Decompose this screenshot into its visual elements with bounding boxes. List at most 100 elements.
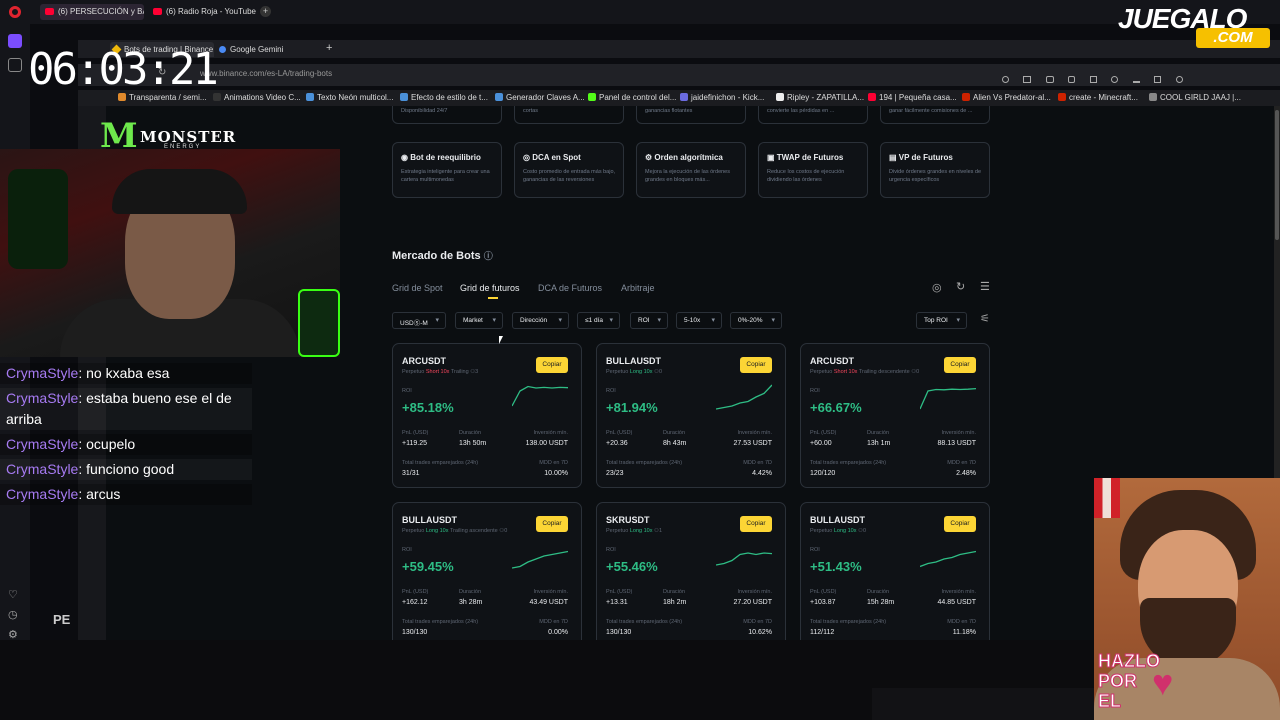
bookmark-item[interactable]: Panel de control del... — [588, 93, 676, 102]
bookmark-item[interactable]: Generador Claves A... — [495, 93, 585, 102]
strategy-card-vp[interactable]: ▤ VP de Futuros Divide órdenes grandes e… — [880, 142, 990, 198]
new-tab-button[interactable]: + — [260, 6, 271, 17]
roi-sparkline — [512, 385, 568, 407]
strategy-desc: Mejora la ejecución de las órdenes grand… — [645, 169, 730, 183]
strategy-card-partial[interactable]: Disponibilidad 24/7 — [392, 106, 502, 124]
copy-button[interactable]: Copiar — [536, 357, 568, 373]
filter-roi-range[interactable]: 0%-20% — [730, 312, 782, 329]
filter-direction[interactable]: Dirección — [512, 312, 569, 329]
download-icon[interactable] — [1132, 76, 1140, 83]
strategy-title-text: VP de Futuros — [898, 153, 953, 162]
search-icon[interactable] — [1002, 76, 1009, 83]
history-icon[interactable]: ◷ — [8, 609, 18, 621]
bookmark-label: Texto Neón multicol... — [317, 93, 394, 102]
page-scrollbar[interactable] — [1274, 106, 1280, 640]
list-icon[interactable]: ☰ — [980, 281, 990, 293]
strategy-card-algo-order[interactable]: ⚙ Orden algorítmica Mejora la ejecución … — [636, 142, 746, 198]
menu-icon[interactable] — [1154, 76, 1162, 83]
tab-dca-futures[interactable]: DCA de Futuros — [538, 283, 603, 293]
scrollbar-thumb[interactable] — [1275, 110, 1279, 240]
tab-label: Google Gemini — [230, 45, 284, 54]
copy-button[interactable]: Copiar — [944, 516, 976, 532]
strategy-card-rebalance[interactable]: ◉ Bot de reequilibrio Estrategia intelig… — [392, 142, 502, 198]
market-title-text: Mercado de Bots — [392, 250, 481, 262]
copy-button[interactable]: Copiar — [740, 516, 772, 532]
bot-extra: Trailing — [450, 369, 469, 375]
strategy-title: ▤ VP de Futuros — [889, 153, 953, 162]
outer-tab-persecucion[interactable]: (6) PERSECUCIÓN y BALA — [40, 4, 144, 20]
wallet-icon[interactable] — [1089, 76, 1097, 83]
outer-tab-radio-roja[interactable]: (6) Radio Roja - YouTube — [148, 4, 256, 20]
hazlo-line: EL — [1098, 691, 1122, 712]
bot-card[interactable]: ARCUSDT Perpetuo Short 10x Trailing ⚇3 Cop… — [392, 343, 582, 488]
total-trades-value: 31/31 — [402, 470, 420, 477]
bookmark-item[interactable]: Efecto de estilo de t... — [400, 93, 488, 102]
strategy-card-dca-spot[interactable]: ◎ DCA en Spot Costo promedio de entrada … — [514, 142, 624, 198]
bot-card[interactable]: ARCUSDT Perpetuo Short 10x Trailing desce… — [800, 343, 990, 488]
camera-icon[interactable] — [1045, 76, 1054, 83]
bookmark-item[interactable]: jaidefinichon - Kick... — [680, 93, 764, 102]
bookmark-item[interactable]: Alien Vs Predator-al... — [962, 93, 1051, 102]
back-icon[interactable]: ‹ — [118, 68, 122, 79]
strategy-card-partial[interactable]: ganancias flotantes — [636, 106, 746, 124]
heart-icon[interactable] — [1111, 76, 1119, 83]
bot-card[interactable]: BULLAUSDT Perpetuo Long 10x ⚇0 Copiar ROI +5… — [800, 502, 990, 647]
refresh-icon[interactable]: ↻ — [956, 281, 966, 293]
strategy-card-partial[interactable]: convierte las pérdidas en ... — [758, 106, 868, 124]
strategy-card-partial[interactable]: cortas — [514, 106, 624, 124]
peru-flag-icon — [1094, 478, 1120, 518]
shield-icon[interactable] — [1068, 76, 1076, 83]
strategy-card-twap[interactable]: ▣ TWAP de Futuros Reduce los costos de e… — [758, 142, 868, 198]
tab-grid-spot[interactable]: Grid de Spot — [392, 283, 443, 293]
bookmark-item[interactable]: Ripley - ZAPATILLA... — [776, 93, 864, 102]
tab-arbitrage[interactable]: Arbitraje — [621, 283, 655, 293]
min-investment-label: Inversión mín. — [941, 430, 976, 436]
bot-card[interactable]: BULLAUSDT Perpetuo Long 10x ⚇0 Copiar ROI +8… — [596, 343, 786, 488]
tab-gemini[interactable]: Google Gemini — [216, 42, 289, 57]
bookmark-favicon — [213, 93, 221, 101]
heart-icon[interactable]: ♡ — [8, 589, 18, 601]
algo-icon: ⚙ — [645, 153, 655, 162]
info-icon[interactable]: ⓘ — [483, 251, 493, 261]
bookmark-item[interactable]: Animations Video C... — [213, 93, 301, 102]
pnl-value: +103.87 — [810, 599, 836, 606]
bookmark-item[interactable]: Texto Neón multicol... — [306, 93, 393, 102]
copy-button[interactable]: Copiar — [944, 357, 976, 373]
bookmark-favicon — [118, 93, 126, 101]
reload-icon[interactable]: ↻ — [158, 67, 167, 78]
home-icon[interactable] — [8, 34, 22, 48]
filter-leverage[interactable]: 5-10x — [676, 312, 722, 329]
filter-roi[interactable]: ROI — [630, 312, 668, 329]
screenshot-icon[interactable] — [1023, 76, 1032, 83]
strategy-desc: Reduce los costos de ejecución dividiend… — [767, 169, 845, 183]
sort-dropdown[interactable]: Top ROI — [916, 312, 967, 329]
bookmark-label: jaidefinichon - Kick... — [691, 93, 765, 102]
tab-binance[interactable]: Bots de trading | Binance — [110, 42, 214, 57]
settings-sliders-icon[interactable]: ⚟ — [980, 313, 990, 325]
bookmark-icon[interactable] — [8, 58, 22, 72]
opera-logo-icon[interactable] — [9, 6, 21, 18]
roi-value: +55.46% — [606, 559, 658, 574]
bookmark-item[interactable]: COOL GIRLD JAAJ |... — [1149, 93, 1241, 102]
filter-duration[interactable]: ≤1 día — [577, 312, 620, 329]
filter-market[interactable]: Market — [455, 312, 503, 329]
bot-card[interactable]: BULLAUSDT Perpetuo Long 10x Trailing asce… — [392, 502, 582, 647]
url-field[interactable]: www.binance.com/es-LA/trading-bots — [200, 69, 333, 78]
bookmark-item[interactable]: 194 | Pequeña casa... — [868, 93, 957, 102]
bookmark-item[interactable]: Transparenta / semi... — [118, 93, 207, 102]
bookmark-item[interactable]: create - Minecraft... — [1058, 93, 1138, 102]
profile-icon[interactable] — [1175, 76, 1183, 83]
roi-value: +51.43% — [810, 559, 862, 574]
tab-grid-futures[interactable]: Grid de futuros — [460, 283, 520, 293]
settings-icon[interactable]: ⚙ — [8, 629, 18, 641]
copy-button[interactable]: Copiar — [536, 516, 568, 532]
strategy-card-partial[interactable]: ganar fácilmente comisiones de ... — [880, 106, 990, 124]
youtube-icon — [153, 8, 162, 15]
bot-subtitle: Perpetuo Short 10x Trailing descendente … — [810, 369, 919, 375]
copy-button[interactable]: Copiar — [740, 357, 772, 373]
filter-margin[interactable]: USDⓈ-M — [392, 312, 446, 329]
new-tab-button[interactable]: + — [326, 42, 333, 54]
target-icon[interactable]: ◎ — [932, 282, 942, 294]
min-investment-value: 44.85 USDT — [937, 599, 976, 606]
bot-card[interactable]: SKRUSDT Perpetuo Long 10x ⚇1 Copiar ROI +55.… — [596, 502, 786, 647]
